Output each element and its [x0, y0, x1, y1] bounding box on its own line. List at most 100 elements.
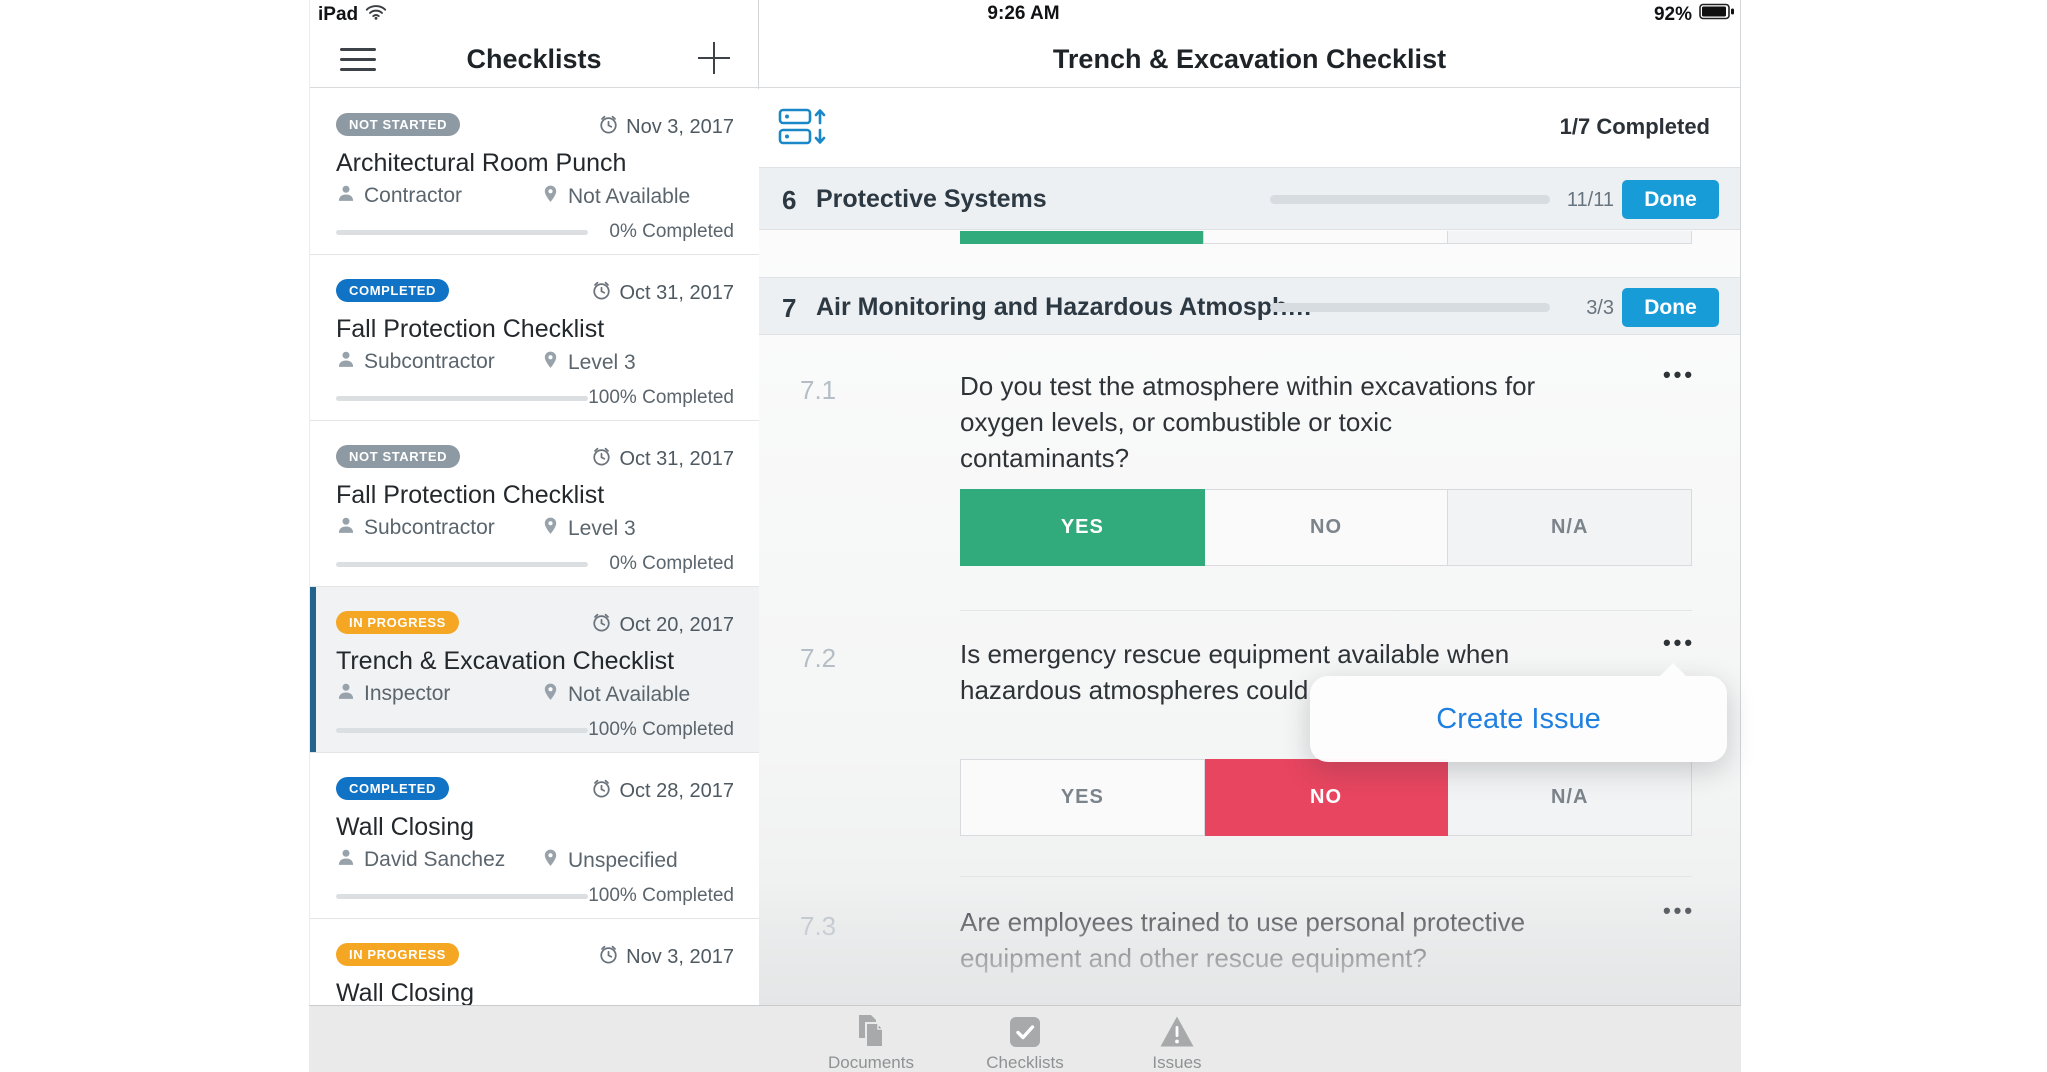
- create-issue-popover: Create Issue: [1310, 663, 1727, 762]
- location-pin-icon: [541, 349, 560, 376]
- assignee: Inspector: [364, 682, 451, 705]
- checklist-card[interactable]: NOT STARTED Nov 3, 2017 Architectural Ro…: [310, 89, 760, 255]
- location-pin-icon: [541, 515, 560, 542]
- location-pin-icon: [541, 847, 560, 874]
- completed-summary: 1/7 Completed: [1559, 114, 1710, 139]
- answer-no-selected[interactable]: NO: [1204, 759, 1449, 836]
- alarm-clock-icon: [591, 446, 612, 473]
- device-status: iPad: [318, 3, 387, 26]
- issues-warning-icon: [1112, 1012, 1242, 1048]
- sort-sections-icon[interactable]: [778, 105, 830, 149]
- section-header[interactable]: 7 Air Monitoring and Hazardous Atmosph… …: [759, 277, 1740, 335]
- more-ellipsis-icon[interactable]: •••: [1662, 362, 1696, 387]
- tab-documents[interactable]: Documents: [806, 1012, 936, 1072]
- progress-label: 100% Completed: [588, 719, 734, 740]
- status-badge: IN PROGRESS: [336, 611, 459, 634]
- answer-na[interactable]: N/A: [1448, 759, 1693, 836]
- section-count: 3/3: [1586, 297, 1614, 319]
- peek-na-segment: [1448, 231, 1692, 244]
- battery-percent: 92%: [1653, 3, 1692, 25]
- section-progress-bar: [1270, 303, 1550, 312]
- section-done-button[interactable]: Done: [1622, 288, 1719, 327]
- checklist-card[interactable]: COMPLETED Oct 28, 2017 Wall Closing Davi…: [310, 753, 760, 919]
- section-progress-bar: [1270, 195, 1550, 204]
- checklist-title: Fall Protection Checklist: [336, 481, 605, 509]
- detail-header: Trench & Excavation Checklist: [759, 0, 1740, 88]
- answer-yes-selected[interactable]: YES: [960, 489, 1205, 566]
- progress-bar: [336, 230, 588, 235]
- sidebar-nav: Checklists: [310, 0, 758, 88]
- divider: [960, 876, 1692, 877]
- checklist-title: Architectural Room Punch: [336, 149, 627, 177]
- checklist-title: Fall Protection Checklist: [336, 315, 605, 343]
- more-ellipsis-icon[interactable]: •••: [1662, 898, 1696, 923]
- checklist-sidebar: Checklists NOT STARTED Nov 3, 2017 Archi…: [309, 0, 760, 1072]
- alarm-clock-icon: [598, 944, 619, 971]
- location: Not Available: [568, 184, 691, 208]
- question-text: Are employees trained to use personal pr…: [960, 907, 1526, 973]
- checklist-card[interactable]: NOT STARTED Oct 31, 2017 Fall Protection…: [310, 421, 760, 587]
- battery-status: 92%: [1654, 3, 1735, 26]
- person-icon: [336, 847, 356, 873]
- checklist-title: Trench & Excavation Checklist: [336, 647, 675, 675]
- more-ellipsis-icon[interactable]: •••: [1662, 630, 1696, 655]
- location: Not Available: [568, 682, 691, 706]
- bottom-tab-bar: Documents Checklists Issues: [309, 1005, 1741, 1072]
- alarm-clock-icon: [591, 612, 612, 639]
- peek-no-segment: [1203, 231, 1448, 244]
- tab-label: Documents: [828, 1053, 914, 1072]
- page-title: Trench & Excavation Checklist: [1052, 44, 1447, 74]
- battery-icon: [1699, 3, 1735, 26]
- question-number: 7.3: [800, 911, 837, 941]
- alarm-clock-icon: [591, 280, 612, 307]
- location: Level 3: [568, 350, 636, 374]
- tab-label: Issues: [1152, 1053, 1202, 1072]
- section-count: 11/11: [1566, 189, 1614, 211]
- person-icon: [336, 515, 356, 541]
- location: Level 3: [568, 516, 636, 540]
- person-icon: [336, 349, 356, 375]
- section-header[interactable]: 6 Protective Systems 11/11 Done: [759, 167, 1740, 244]
- progress-label: 0% Completed: [609, 221, 734, 242]
- create-issue-button[interactable]: Create Issue: [1436, 702, 1601, 735]
- status-badge: COMPLETED: [336, 777, 450, 800]
- status-badge: COMPLETED: [336, 279, 450, 302]
- checklist-card[interactable]: COMPLETED Oct 31, 2017 Fall Protection C…: [310, 255, 760, 421]
- progress-bar: [336, 728, 588, 733]
- person-icon: [336, 681, 356, 707]
- progress-label: 100% Completed: [588, 387, 734, 408]
- status-badge: NOT STARTED: [336, 113, 461, 136]
- section-done-button[interactable]: Done: [1622, 180, 1719, 219]
- peek-yes-segment: [960, 231, 1203, 244]
- tab-issues[interactable]: Issues: [1112, 1012, 1242, 1072]
- tab-checklists[interactable]: Checklists: [960, 1012, 1090, 1072]
- checklist-card-selected[interactable]: IN PROGRESS Oct 20, 2017 Trench & Excava…: [310, 587, 760, 753]
- answer-na[interactable]: N/A: [1448, 489, 1693, 566]
- due-date: Oct 31, 2017: [619, 448, 734, 470]
- question-text: Do you test the atmosphere within excava…: [960, 371, 1536, 473]
- divider: [960, 610, 1692, 611]
- alarm-clock-icon: [598, 114, 619, 141]
- assignee: Contractor: [364, 184, 463, 207]
- location-pin-icon: [541, 681, 560, 708]
- section-title: Protective Systems: [816, 185, 1047, 213]
- due-date: Oct 20, 2017: [619, 614, 734, 636]
- progress-bar: [336, 562, 588, 567]
- menu-hamburger-icon[interactable]: [340, 48, 376, 72]
- progress-label: 0% Completed: [609, 553, 734, 574]
- answer-yes[interactable]: YES: [960, 759, 1205, 836]
- peeking-answer-row: [960, 231, 1692, 244]
- due-date: Nov 3, 2017: [626, 116, 734, 138]
- tab-label: Checklists: [986, 1053, 1064, 1072]
- assignee: Subcontractor: [364, 516, 495, 539]
- due-date: Nov 3, 2017: [626, 946, 734, 968]
- assignee: Subcontractor: [364, 350, 495, 373]
- add-checklist-button[interactable]: [696, 40, 732, 76]
- device-label: iPad: [318, 3, 359, 25]
- answer-no[interactable]: NO: [1204, 489, 1449, 566]
- section-number: 7: [782, 293, 797, 323]
- due-date: Oct 28, 2017: [619, 780, 734, 802]
- questions-scroll-area[interactable]: 6 Protective Systems 11/11 Done 7 Air Mo…: [759, 167, 1740, 1005]
- location: Unspecified: [568, 848, 678, 872]
